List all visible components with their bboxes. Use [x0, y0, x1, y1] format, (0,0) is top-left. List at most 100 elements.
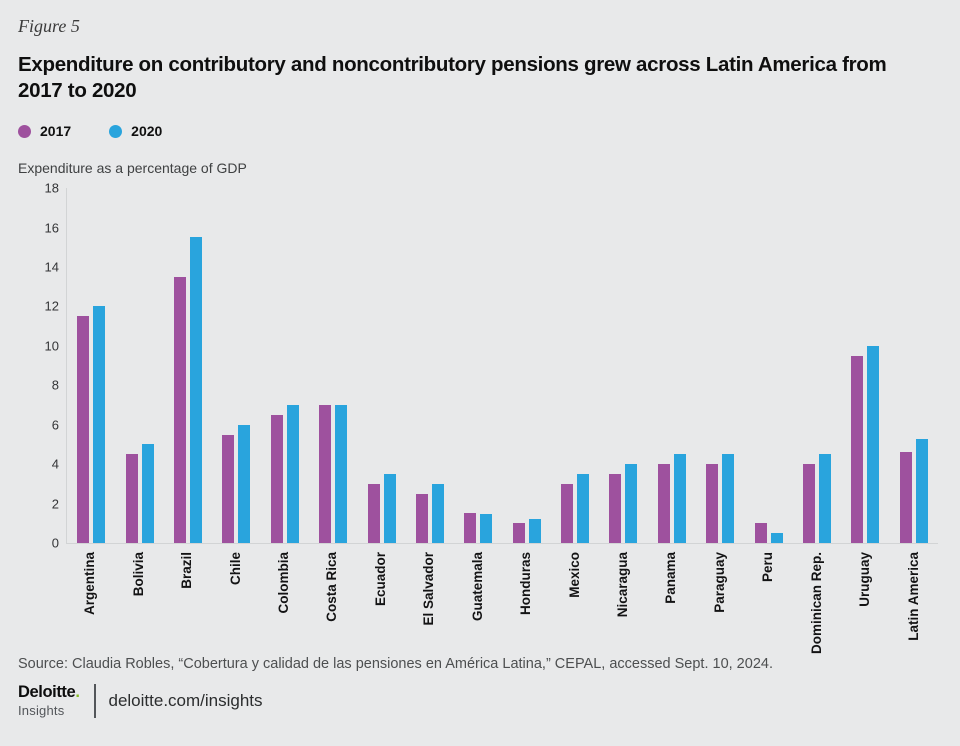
bar-group-ecuador [357, 188, 405, 544]
bar-2017-panama [657, 464, 670, 544]
bar-group-nicaragua [599, 188, 647, 544]
bar-group-latin-america [890, 188, 938, 544]
y-axis-tick-label: 12 [44, 298, 59, 314]
x-axis-label-cell: Colombia [260, 544, 308, 666]
bar-2017-honduras [512, 523, 525, 544]
bar-2017-costa-rica [319, 405, 332, 544]
bar-2020-argentina [93, 306, 106, 544]
x-axis-label: Brazil [179, 552, 195, 589]
x-axis-label-cell: Paraguay [696, 544, 744, 666]
y-axis-tick-label: 0 [51, 535, 59, 551]
x-axis-label-cell: Mexico [550, 544, 598, 666]
bar-2020-colombia [286, 405, 299, 544]
bar-2017-dominican-rep- [803, 464, 816, 544]
y-axis-tick-label: 2 [51, 496, 59, 512]
bar-2020-chile [238, 424, 251, 544]
x-axis-label: Paraguay [711, 552, 727, 613]
x-axis-label: Panama [663, 552, 679, 604]
x-axis-label: Uruguay [857, 552, 873, 607]
bar-group-uruguay [841, 188, 889, 544]
bar-2020-mexico [577, 474, 590, 544]
x-axis-label-cell: Panama [647, 544, 695, 666]
x-axis-label-cell: Costa Rica [308, 544, 356, 666]
bar-2020-paraguay [722, 454, 735, 544]
x-axis-label-cell: Dominican Rep. [793, 544, 841, 666]
x-axis-labels: Argentina Bolivia Brazil Chile Colombia Costa… [66, 544, 938, 666]
bar-group-bolivia [115, 188, 163, 544]
bar-2020-ecuador [383, 474, 396, 544]
bar-2020-nicaragua [625, 464, 638, 544]
bar-group-mexico [551, 188, 599, 544]
x-axis-label-cell: Uruguay [841, 544, 889, 666]
bar-2020-peru [770, 533, 783, 544]
bar-2017-paraguay [706, 464, 719, 544]
legend-label-2020: 2020 [131, 123, 163, 140]
y-axis-tick-label: 16 [44, 220, 59, 236]
bar-group-honduras [503, 188, 551, 544]
x-axis-label: Dominican Rep. [808, 552, 824, 655]
bar-2017-mexico [561, 483, 574, 544]
legend-item-2020: 2020 [109, 123, 162, 139]
bar-2017-argentina [77, 316, 90, 544]
bar-2020-el-salvador [431, 483, 444, 544]
bar-2017-nicaragua [609, 474, 622, 544]
x-axis-label: Chile [227, 552, 243, 586]
x-axis-label: Colombia [275, 552, 291, 614]
bar-2020-brazil [189, 237, 202, 544]
bar-2020-bolivia [141, 444, 154, 544]
y-axis-tick-label: 4 [51, 456, 59, 472]
x-axis-label-cell: Peru [744, 544, 792, 666]
bar-group-panama [648, 188, 696, 544]
x-axis-label: Costa Rica [324, 552, 340, 622]
bar-group-guatemala [454, 188, 502, 544]
footer-divider [93, 684, 96, 719]
x-axis-label-cell: Brazil [163, 544, 211, 666]
footer-link: deloitte.com/insights [108, 691, 263, 711]
x-axis-label: Ecuador [372, 552, 388, 607]
y-axis-tick-label: 18 [44, 180, 59, 196]
legend-swatch-2020-icon [109, 124, 123, 138]
x-axis-label: Honduras [518, 552, 534, 616]
x-axis-label: Argentina [82, 552, 98, 616]
y-axis-tick-label: 8 [51, 377, 59, 393]
bar-2020-honduras [528, 519, 541, 544]
x-axis-label: Bolivia [130, 552, 146, 597]
x-axis-label-cell: Nicaragua [599, 544, 647, 666]
x-axis-label: Nicaragua [615, 552, 631, 618]
bar-group-costa-rica [309, 188, 357, 544]
bar-2017-brazil [173, 276, 186, 544]
chart-title: Expenditure on contributory and noncontr… [18, 53, 887, 103]
x-axis-label-cell: Bolivia [114, 544, 162, 666]
deloitte-insights-logo: Deloitte. Insights [18, 683, 80, 718]
bar-group-el-salvador [406, 188, 454, 544]
bar-group-argentina [67, 188, 115, 544]
x-axis-label-cell: Chile [211, 544, 259, 666]
footer: Deloitte. Insights deloitte.com/insights [18, 683, 938, 719]
legend-label-2017: 2017 [40, 123, 72, 140]
brand-subtitle: Insights [18, 702, 65, 718]
x-axis-label: Guatemala [469, 552, 485, 622]
bar-group-colombia [261, 188, 309, 544]
bar-group-brazil [164, 188, 212, 544]
y-axis-tick-label: 10 [44, 338, 59, 354]
bar-2017-bolivia [125, 454, 138, 544]
x-axis-label-cell: Honduras [502, 544, 550, 666]
x-axis-label-cell: Ecuador [357, 544, 405, 666]
x-axis-label-cell: Latin America [889, 544, 937, 666]
bar-2017-latin-america [899, 452, 912, 544]
source-note: Source: Claudia Robles, “Cobertura y cal… [18, 656, 773, 673]
plot-bars [67, 188, 938, 544]
x-axis-label-cell: Guatemala [454, 544, 502, 666]
bar-group-paraguay [696, 188, 744, 544]
bar-2020-costa-rica [335, 405, 348, 544]
x-axis-label: Mexico [566, 552, 582, 598]
bar-2017-peru [754, 523, 767, 544]
bar-2020-latin-america [915, 438, 928, 544]
bar-group-chile [212, 188, 260, 544]
brand-name: Deloitte. [18, 683, 80, 702]
bar-2017-colombia [270, 414, 283, 544]
legend-item-2017: 2017 [18, 123, 71, 139]
x-axis-label: Latin America [905, 552, 921, 641]
figure-label: Figure 5 [18, 16, 80, 36]
